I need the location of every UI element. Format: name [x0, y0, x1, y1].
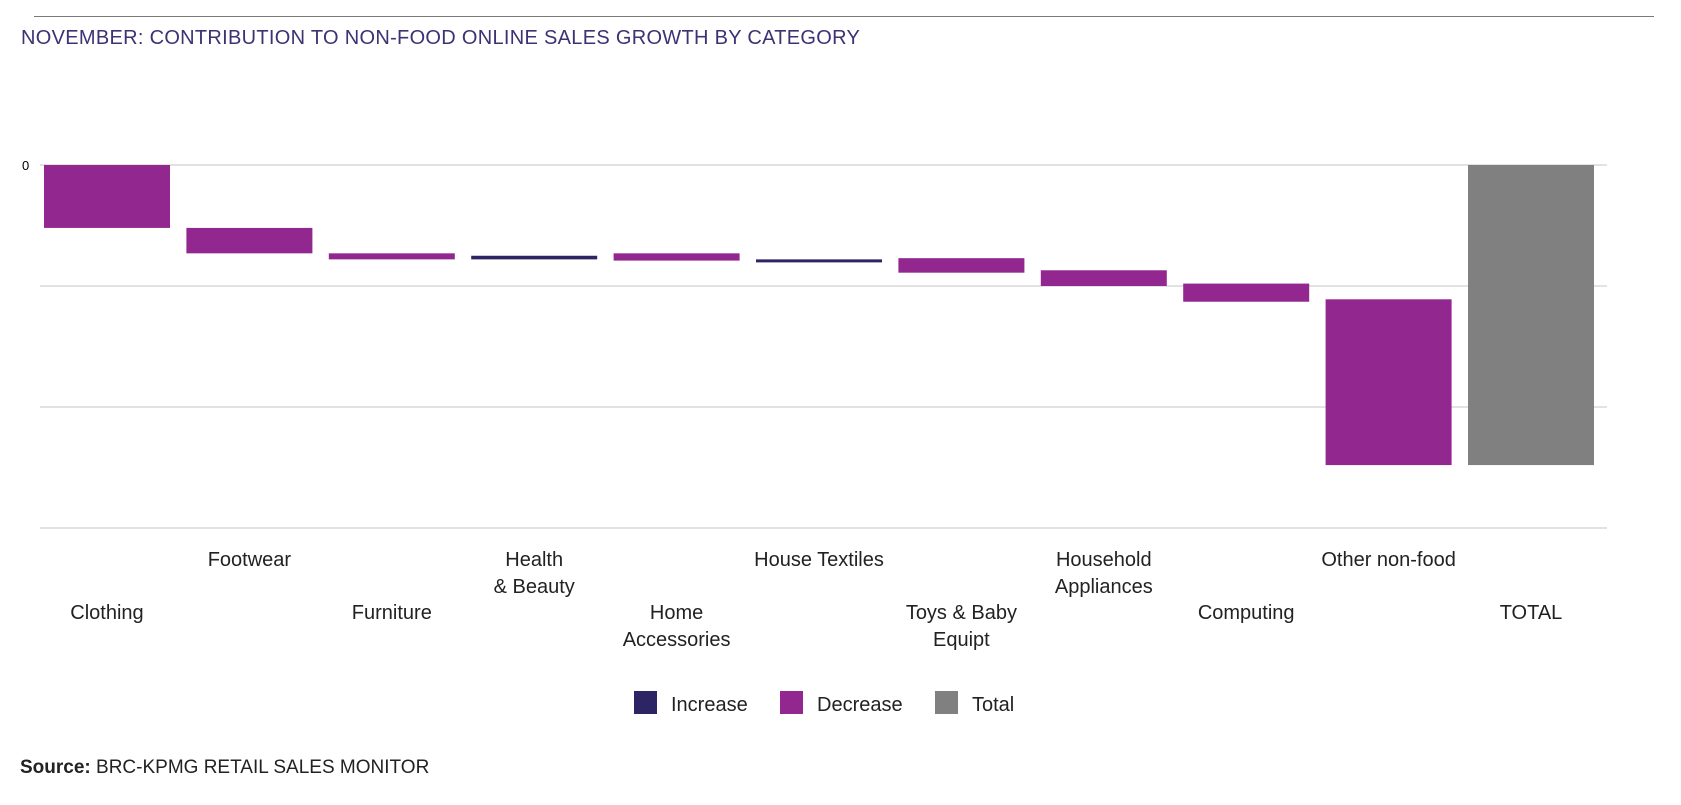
category-label-house-textiles: House Textiles — [754, 549, 884, 571]
legend-label-decrease: Decrease — [817, 694, 903, 716]
category-label-furniture: Furniture — [352, 602, 432, 624]
legend-swatch-increase — [634, 691, 657, 714]
category-label-other-non-food: Other non-food — [1321, 549, 1456, 571]
legend-swatch-total — [935, 691, 958, 714]
legend: Increase Decrease Total — [634, 691, 1014, 716]
bar-footwear — [186, 227, 313, 254]
legend-swatch-decrease — [780, 691, 803, 714]
bar-computing — [1183, 283, 1310, 302]
bar-furniture — [328, 253, 455, 260]
category-label-footwear: Footwear — [208, 549, 292, 571]
source-text: BRC-KPMG RETAIL SALES MONITOR — [96, 757, 430, 778]
category-label-household-appliances: Household Appliances — [1055, 549, 1153, 598]
gridlines — [40, 164, 1607, 529]
source-note: Source: BRC-KPMG RETAIL SALES MONITOR — [20, 757, 429, 779]
category-label-total: TOTAL — [1500, 602, 1563, 624]
bar-home-accessories — [613, 253, 740, 261]
bar-house-textiles — [756, 259, 882, 263]
category-label-home-accessories: Home Accessories — [623, 602, 731, 651]
category-label-computing: Computing — [1198, 602, 1295, 624]
top-rule — [34, 16, 1654, 17]
category-labels: Clothing Footwear Furniture Health & Beauty H… — [70, 549, 1562, 651]
y-axis-labels: 0 — [22, 158, 29, 173]
bar-household-appliances — [1040, 270, 1167, 286]
source-label: Source: — [20, 757, 91, 778]
legend-label-increase: Increase — [671, 694, 748, 716]
category-label-health-beauty: Health & Beauty — [494, 549, 575, 598]
category-label-clothing: Clothing — [70, 602, 143, 624]
bar-total — [1468, 165, 1594, 466]
category-label-toys-baby-equipt: Toys & Baby Equipt — [906, 602, 1017, 651]
bar-health-beauty — [471, 255, 598, 260]
y-tick-label: 0 — [22, 158, 29, 173]
bars — [44, 165, 1594, 466]
chart-title: NOVEMBER: CONTRIBUTION TO NON-FOOD ONLIN… — [21, 27, 861, 49]
legend-label-total: Total — [972, 694, 1014, 716]
bar-toys-baby-equipt — [898, 258, 1025, 273]
bar-clothing — [44, 165, 170, 228]
bar-other-non-food — [1325, 299, 1452, 466]
